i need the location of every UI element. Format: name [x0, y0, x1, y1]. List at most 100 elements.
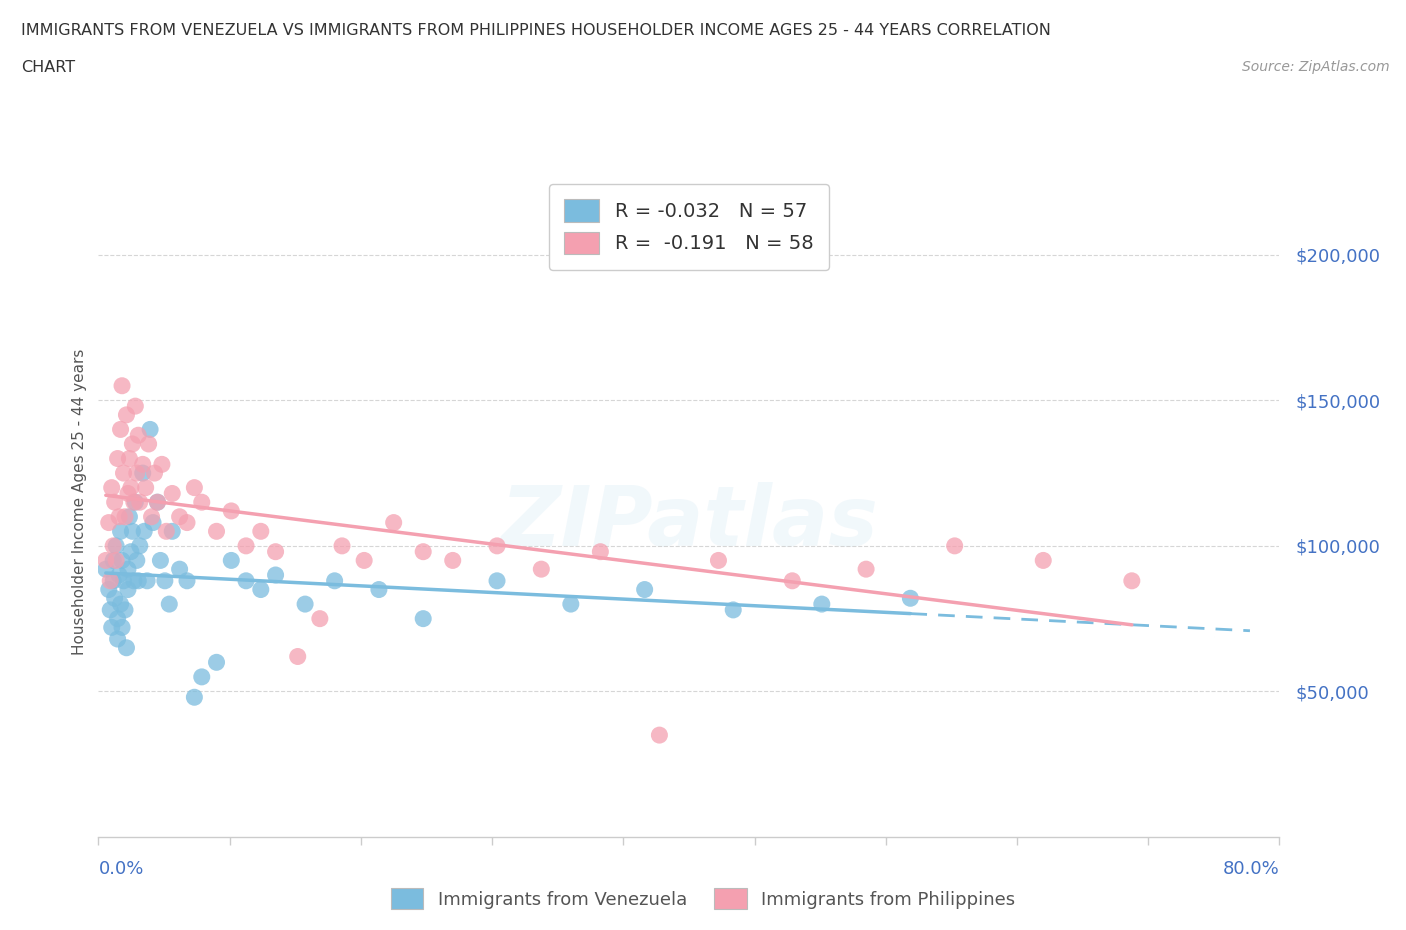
- Point: [1121, 574, 1143, 589]
- Point: [486, 538, 509, 553]
- Point: [138, 436, 160, 451]
- Point: [100, 480, 122, 495]
- Point: [412, 544, 434, 559]
- Point: [143, 466, 166, 481]
- Point: [105, 553, 128, 568]
- Point: [368, 582, 391, 597]
- Point: [264, 567, 287, 582]
- Point: [205, 655, 228, 670]
- Point: [205, 524, 228, 538]
- Point: [153, 574, 176, 589]
- Point: [104, 495, 127, 510]
- Point: [648, 727, 671, 742]
- Point: [98, 603, 121, 618]
- Point: [117, 486, 139, 501]
- Point: [98, 574, 121, 589]
- Point: [157, 597, 180, 612]
- Point: [112, 466, 135, 481]
- Point: [121, 524, 143, 538]
- Point: [250, 582, 273, 597]
- Point: [943, 538, 966, 553]
- Point: [191, 495, 214, 510]
- Point: [117, 582, 139, 597]
- Point: [94, 553, 117, 568]
- Point: [183, 690, 205, 705]
- Point: [353, 553, 375, 568]
- Point: [117, 562, 139, 577]
- Point: [412, 611, 434, 626]
- Point: [132, 466, 155, 481]
- Point: [111, 620, 134, 635]
- Point: [264, 544, 287, 559]
- Legend: R = -0.032   N = 57, R =  -0.191   N = 58: R = -0.032 N = 57, R = -0.191 N = 58: [548, 184, 830, 270]
- Point: [105, 538, 128, 553]
- Point: [124, 399, 146, 414]
- Point: [110, 597, 132, 612]
- Point: [287, 649, 309, 664]
- Point: [589, 544, 612, 559]
- Legend: Immigrants from Venezuela, Immigrants from Philippines: Immigrants from Venezuela, Immigrants fr…: [384, 881, 1022, 916]
- Point: [235, 574, 257, 589]
- Point: [183, 480, 205, 495]
- Point: [149, 553, 172, 568]
- Point: [122, 574, 145, 589]
- Point: [219, 503, 242, 518]
- Point: [782, 574, 804, 589]
- Point: [136, 574, 159, 589]
- Text: CHART: CHART: [21, 60, 75, 75]
- Point: [330, 538, 353, 553]
- Point: [309, 611, 332, 626]
- Point: [110, 524, 132, 538]
- Point: [127, 428, 149, 443]
- Point: [560, 597, 582, 612]
- Point: [108, 567, 131, 582]
- Point: [176, 574, 198, 589]
- Point: [139, 422, 162, 437]
- Point: [855, 562, 877, 577]
- Point: [107, 611, 129, 626]
- Point: [107, 631, 129, 646]
- Point: [191, 670, 214, 684]
- Point: [121, 436, 143, 451]
- Point: [127, 574, 149, 589]
- Point: [111, 553, 134, 568]
- Point: [323, 574, 346, 589]
- Point: [219, 553, 242, 568]
- Point: [721, 603, 744, 618]
- Point: [142, 515, 165, 530]
- Point: [135, 480, 157, 495]
- Y-axis label: Householder Income Ages 25 - 44 years: Householder Income Ages 25 - 44 years: [72, 349, 87, 656]
- Point: [134, 524, 156, 538]
- Point: [100, 620, 122, 635]
- Point: [441, 553, 464, 568]
- Text: ZIPatlas: ZIPatlas: [501, 482, 877, 563]
- Point: [94, 562, 117, 577]
- Point: [382, 515, 405, 530]
- Text: 80.0%: 80.0%: [1223, 860, 1279, 878]
- Point: [707, 553, 730, 568]
- Point: [111, 379, 134, 393]
- Point: [114, 603, 136, 618]
- Point: [103, 574, 125, 589]
- Point: [146, 495, 169, 510]
- Point: [900, 591, 922, 605]
- Point: [112, 574, 135, 589]
- Point: [110, 422, 132, 437]
- Point: [108, 510, 131, 525]
- Text: 0.0%: 0.0%: [98, 860, 143, 878]
- Point: [250, 524, 273, 538]
- Point: [125, 553, 148, 568]
- Point: [118, 451, 141, 466]
- Point: [115, 641, 138, 656]
- Point: [103, 553, 125, 568]
- Point: [530, 562, 553, 577]
- Point: [97, 582, 120, 597]
- Point: [125, 466, 148, 481]
- Point: [294, 597, 316, 612]
- Point: [118, 510, 141, 525]
- Point: [120, 544, 142, 559]
- Point: [115, 407, 138, 422]
- Point: [104, 591, 127, 605]
- Point: [146, 495, 169, 510]
- Point: [128, 495, 150, 510]
